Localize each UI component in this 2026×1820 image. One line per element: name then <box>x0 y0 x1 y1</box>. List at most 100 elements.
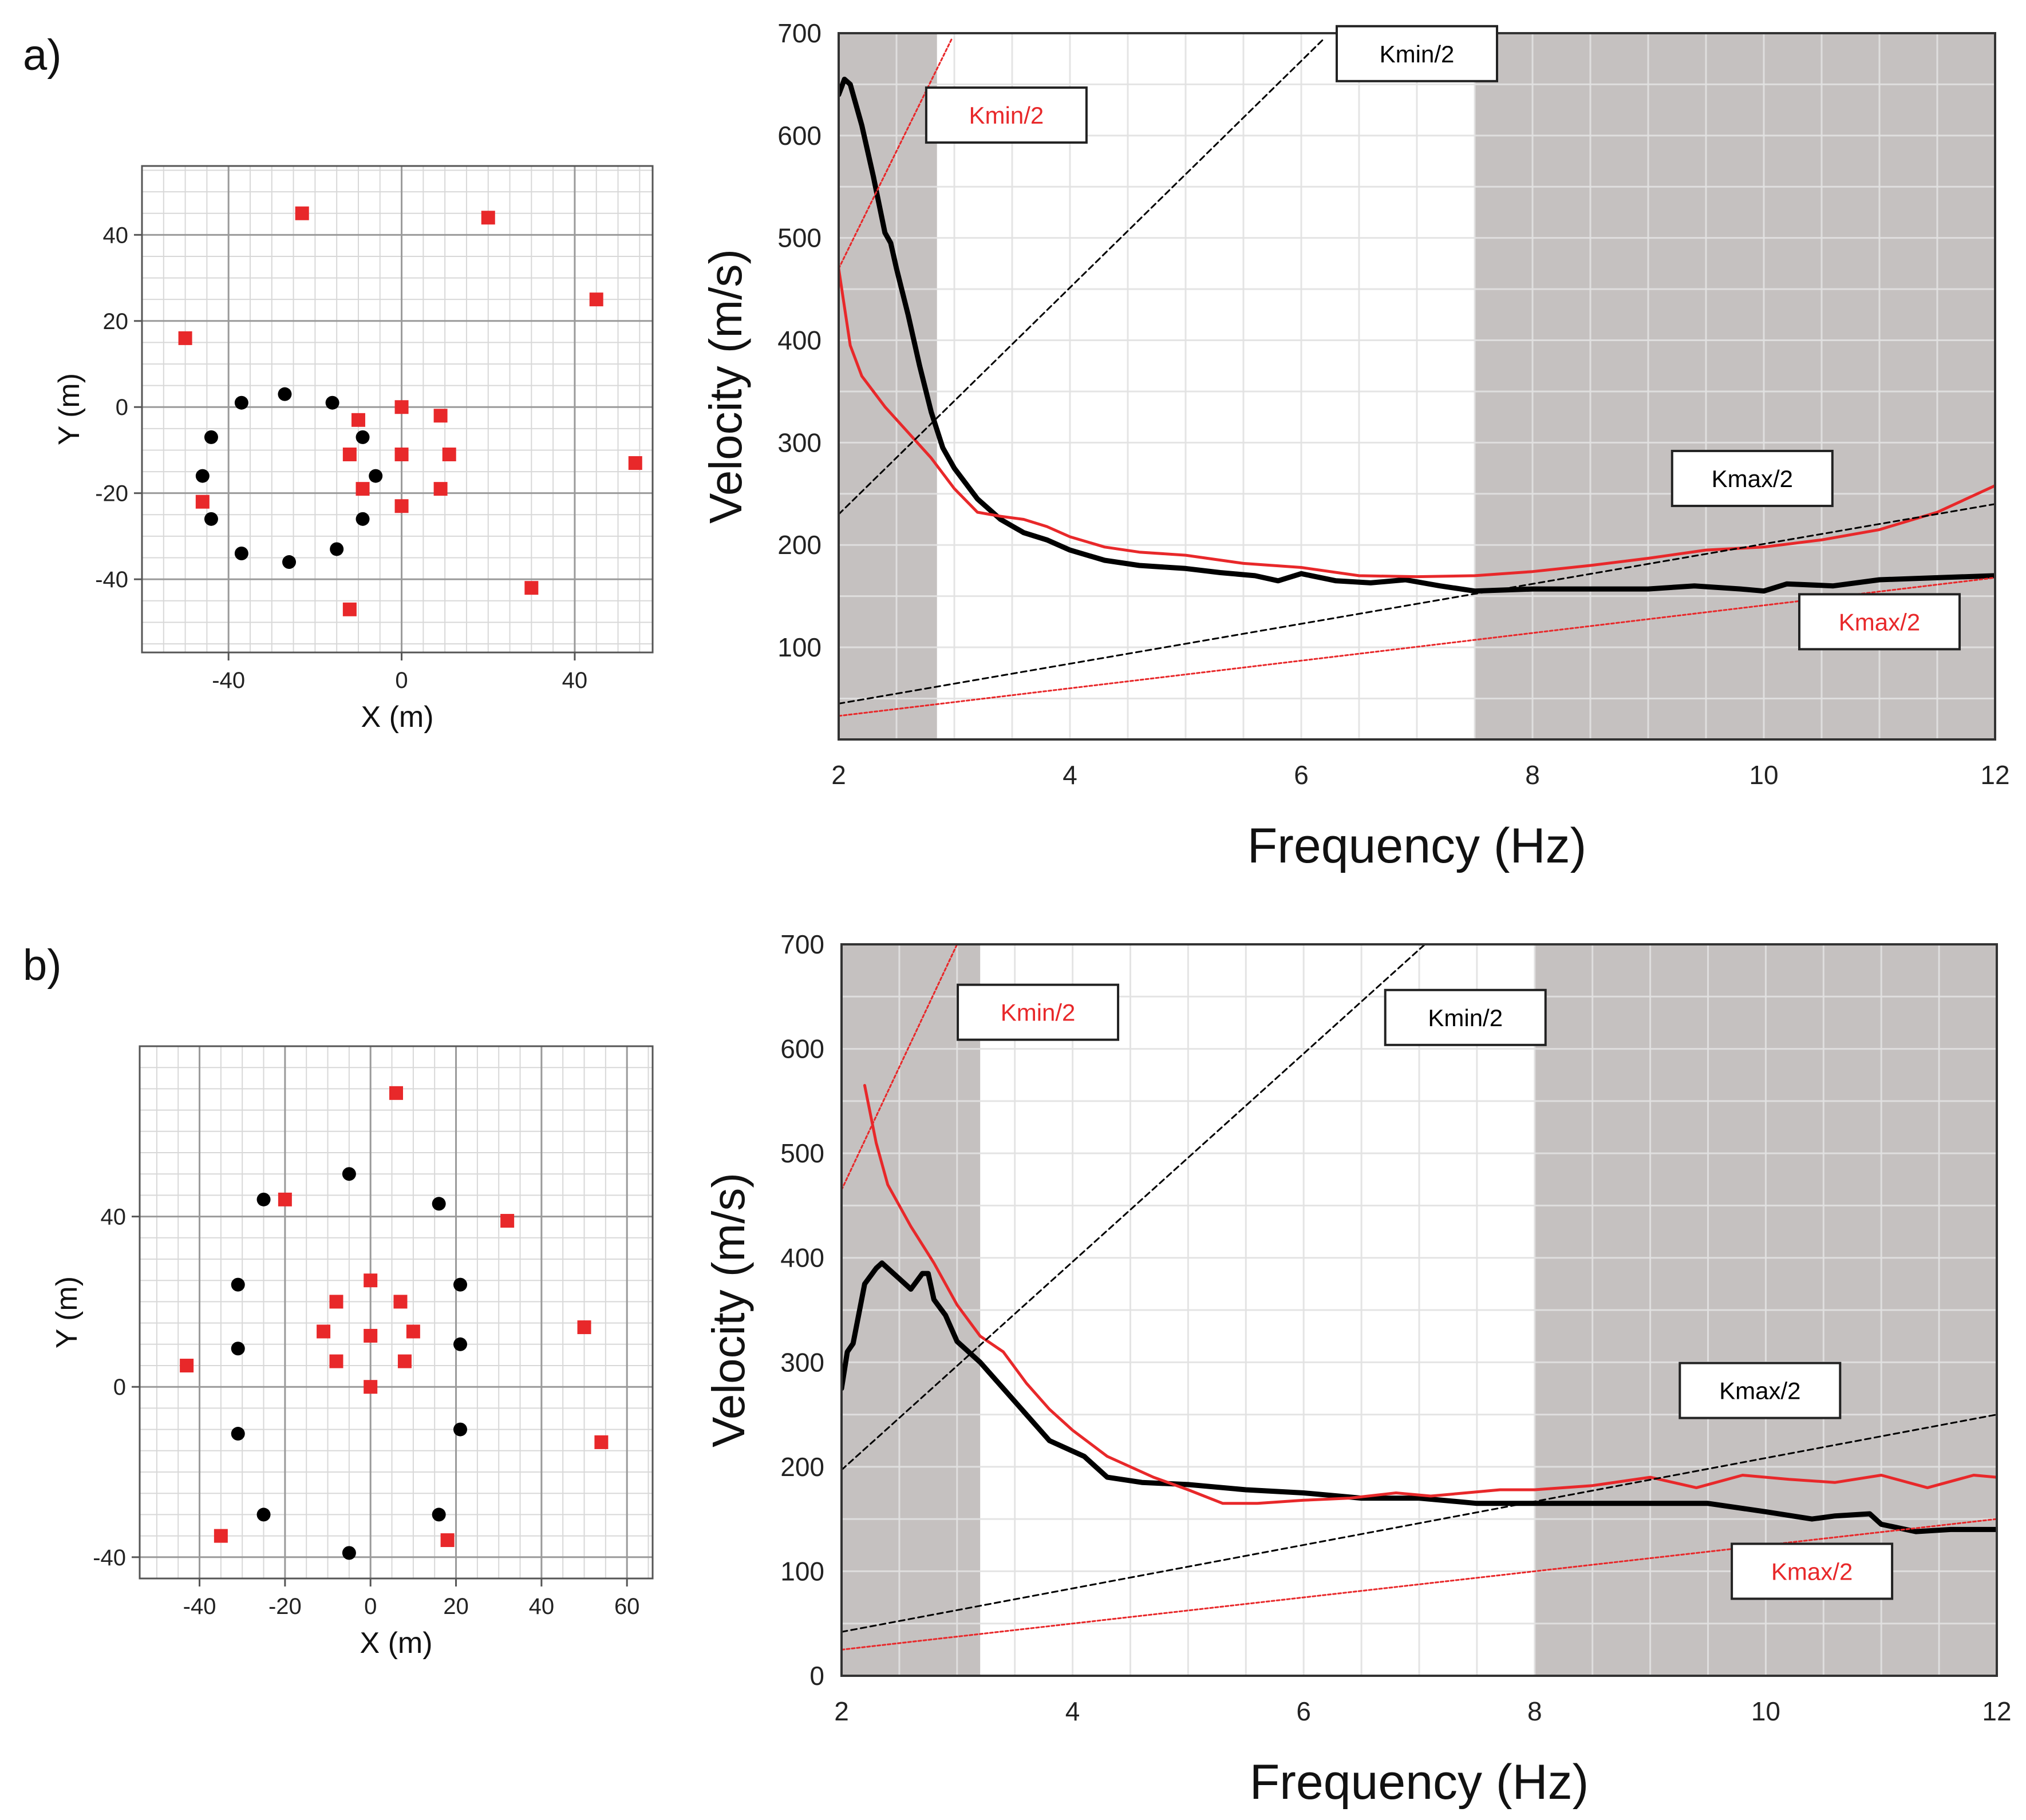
sensor-point-square <box>364 1380 378 1394</box>
sensor-point-square <box>397 1354 412 1368</box>
sensor-point-square <box>389 1086 403 1100</box>
sensor-point-circle <box>432 1508 446 1522</box>
sensor-point-circle <box>256 1192 271 1206</box>
y-axis-label: Velocity (m/s) <box>703 1173 754 1447</box>
y-tick-label: 0 <box>809 1661 824 1691</box>
sensor-point-square <box>594 1435 609 1449</box>
x-tick-label: 0 <box>395 668 408 693</box>
sensor-point-circle <box>453 1337 467 1351</box>
annotation-box <box>1670 449 1834 507</box>
sensor-point-square <box>364 1328 378 1343</box>
y-tick-label: 700 <box>780 929 824 959</box>
sensor-point-square <box>180 1359 194 1372</box>
sensor-point-square <box>394 400 409 414</box>
x-tick-label: 2 <box>834 1696 849 1726</box>
sensor-point-circle <box>278 387 292 401</box>
sensor-point-circle <box>369 469 383 483</box>
annotation-box <box>925 86 1088 144</box>
sensor-point-square <box>364 1273 378 1288</box>
x-tick-label: 40 <box>562 668 588 693</box>
plot-frame <box>141 165 654 654</box>
sensor-point-square <box>342 447 357 461</box>
annotation-label: Kmin/2 <box>1380 41 1455 68</box>
y-tick-label: -20 <box>95 481 128 507</box>
y-tick-label: 100 <box>777 632 822 662</box>
sensor-point-circle <box>195 469 210 483</box>
x-tick-label: 2 <box>831 760 846 790</box>
dispersion-chart-b: 2 4 6 8 10 12 0 100 200 300 400 500 600 700 Kmin/2 Kmin… <box>703 929 2012 1810</box>
x-tick-label: 10 <box>1751 1696 1780 1726</box>
sensor-point-circle <box>453 1277 467 1292</box>
y-axis-label: Y (m) <box>53 373 86 445</box>
sensor-point-square <box>393 1295 408 1309</box>
annotation-label: Kmax/2 <box>1771 1558 1853 1585</box>
x-tick-label: 0 <box>364 1594 377 1619</box>
annotation-label: Kmax/2 <box>1839 608 1920 635</box>
panel-a-letter: a) <box>23 31 62 80</box>
x-tick-label: 12 <box>1982 1696 2011 1726</box>
annotation-label: Kmin/2 <box>1001 999 1076 1026</box>
y-tick-label: -40 <box>95 567 128 592</box>
sensor-point-square <box>433 409 448 423</box>
x-tick-label: 6 <box>1296 1696 1311 1726</box>
array-layout-chart-b: -40 -20 0 20 40 60 -40 0 40 X (m) Y (m) <box>50 1045 654 1660</box>
sensor-point-circle <box>204 512 218 526</box>
annotation-box <box>1384 988 1547 1046</box>
sensor-point-circle <box>231 1277 245 1292</box>
array-layout-chart-a: -40 0 40 -40 -20 0 20 40 X (m) Y (m) <box>53 165 654 734</box>
x-axis-label: X (m) <box>361 701 433 734</box>
x-axis-label: X (m) <box>360 1627 432 1660</box>
sensor-point-square <box>295 206 309 220</box>
sensor-point-square <box>628 456 642 470</box>
x-tick-label: 20 <box>443 1594 469 1619</box>
wavenumber-limit-line <box>842 1518 1997 1651</box>
sensor-point-circle <box>231 1342 245 1356</box>
dispersion-curve <box>839 267 1995 579</box>
sensor-point-circle <box>330 542 344 556</box>
sensor-point-square <box>278 1192 292 1206</box>
sensor-point-square <box>195 494 210 509</box>
y-tick-label: 40 <box>101 1205 127 1230</box>
annotation-box <box>1679 1362 1842 1419</box>
annotation-label: Kmax/2 <box>1719 1378 1800 1404</box>
x-tick-label: 12 <box>1980 760 2009 790</box>
dispersion-curve <box>839 77 1995 594</box>
sensor-point-circle <box>342 1167 356 1181</box>
sensor-point-circle <box>356 430 370 444</box>
sensor-point-circle <box>256 1508 271 1522</box>
plot-frame <box>139 1045 654 1580</box>
x-tick-label: 8 <box>1525 760 1540 790</box>
sensor-point-circle <box>231 1427 245 1441</box>
sensor-point-square <box>406 1324 420 1339</box>
x-tick-label: -20 <box>268 1594 302 1619</box>
dispersion-curve <box>863 1084 1997 1505</box>
y-tick-label: 0 <box>116 395 128 420</box>
annotation-label: Kmax/2 <box>1712 465 1793 492</box>
x-tick-label: 60 <box>614 1594 640 1619</box>
y-tick-label: 400 <box>780 1243 824 1273</box>
wavenumber-limit-line <box>842 1414 1997 1633</box>
sensor-point-square <box>577 1320 591 1335</box>
sensor-point-circle <box>453 1422 467 1437</box>
y-tick-label: 100 <box>780 1556 824 1586</box>
wavenumber-limit-line <box>839 37 953 270</box>
sensor-point-square <box>442 447 456 461</box>
annotation-label: Kmin/2 <box>969 102 1044 129</box>
y-tick-label: -40 <box>93 1545 126 1570</box>
sensor-point-square <box>500 1214 515 1228</box>
x-tick-label: -40 <box>212 668 245 693</box>
sensor-point-circle <box>342 1546 356 1560</box>
x-tick-label: 6 <box>1294 760 1309 790</box>
sensor-point-square <box>394 499 409 513</box>
series-group <box>842 944 1997 1651</box>
sensor-point-square <box>342 602 357 616</box>
plot-frame <box>840 943 1998 1677</box>
y-axis-label: Velocity (m/s) <box>700 249 751 524</box>
sensor-point-square <box>214 1529 228 1543</box>
wavenumber-limit-line <box>839 503 1995 705</box>
y-tick-label: 500 <box>780 1138 824 1168</box>
annotation-box <box>957 983 1120 1041</box>
x-tick-label: 10 <box>1749 760 1778 790</box>
x-tick-label: 40 <box>529 1594 555 1619</box>
